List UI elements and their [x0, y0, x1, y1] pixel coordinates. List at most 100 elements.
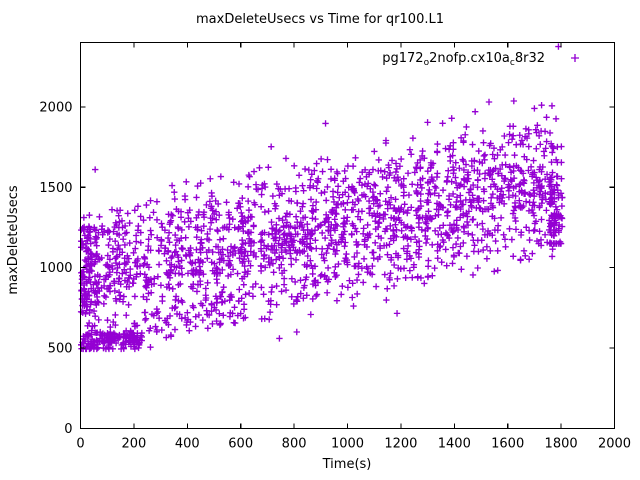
data-point: [537, 242, 545, 249]
data-point: [547, 199, 554, 207]
data-point: [127, 272, 134, 279]
data-point: [505, 187, 513, 195]
data-point: [424, 119, 431, 126]
data-point: [212, 243, 220, 250]
data-point: [506, 123, 514, 130]
data-point: [318, 229, 326, 237]
data-point: [432, 212, 439, 219]
data-point: [267, 301, 274, 308]
data-point: [239, 213, 246, 220]
data-point: [450, 139, 457, 146]
data-point: [176, 311, 183, 318]
data-point: [269, 192, 277, 200]
data-point: [387, 222, 394, 230]
data-point: [125, 301, 132, 309]
data-point: [370, 249, 377, 256]
data-point: [327, 226, 334, 234]
data-point: [506, 183, 513, 190]
data-point: [155, 247, 162, 254]
data-point: [116, 261, 123, 268]
data-point: [297, 290, 304, 297]
data-point: [404, 170, 412, 177]
data-point: [238, 236, 246, 244]
data-point: [391, 204, 398, 212]
data-point: [460, 224, 468, 231]
data-point: [480, 152, 488, 160]
data-point: [558, 143, 565, 150]
data-point: [152, 323, 159, 330]
data-point: [278, 288, 285, 295]
data-point: [344, 261, 351, 268]
data-point: [517, 180, 524, 188]
data-point: [183, 318, 191, 326]
data-point: [480, 197, 487, 204]
data-point: [169, 212, 176, 219]
data-point: [282, 213, 289, 220]
data-point: [261, 229, 268, 236]
data-point: [492, 237, 499, 245]
data-point: [117, 292, 124, 299]
data-point: [351, 253, 358, 261]
data-point: [229, 266, 237, 273]
data-point: [445, 146, 453, 153]
data-point: [553, 182, 561, 189]
data-point: [304, 252, 311, 260]
data-point: [463, 123, 470, 131]
data-point: [450, 252, 458, 259]
data-point: [306, 184, 314, 191]
data-point: [106, 235, 113, 243]
data-point: [368, 271, 376, 278]
data-point: [381, 168, 388, 175]
data-point: [403, 256, 411, 263]
data-point: [449, 190, 457, 198]
data-point: [167, 331, 175, 339]
x-tick-label: 1400: [438, 437, 471, 452]
data-point: [428, 173, 435, 181]
data-point: [104, 263, 112, 270]
data-point: [558, 194, 566, 201]
data-point: [490, 144, 498, 152]
data-point: [555, 210, 562, 218]
data-point: [460, 239, 467, 247]
data-point: [204, 311, 211, 318]
data-point: [536, 191, 543, 198]
data-point: [506, 225, 513, 232]
data-point: [212, 306, 220, 314]
data-point: [386, 169, 394, 177]
data-point: [111, 287, 119, 295]
data-point: [530, 157, 537, 164]
data-point: [460, 157, 467, 165]
data-point: [311, 277, 318, 285]
data-point: [376, 202, 384, 209]
data-point: [207, 175, 214, 182]
data-point: [452, 179, 460, 187]
data-point: [194, 226, 201, 233]
data-point: [91, 299, 99, 306]
data-point: [113, 297, 120, 305]
data-point: [145, 236, 152, 243]
data-point: [330, 224, 337, 232]
data-point: [282, 222, 290, 229]
data-point: [122, 269, 130, 276]
data-point: [144, 278, 151, 285]
data-point: [83, 248, 90, 255]
data-point: [91, 224, 98, 231]
data-point: [487, 166, 494, 174]
data-point: [341, 220, 349, 228]
data-point: [392, 177, 400, 184]
data-point: [457, 192, 464, 199]
data-point: [113, 207, 121, 214]
data-point: [241, 262, 248, 270]
data-point: [357, 216, 364, 223]
data-point: [115, 212, 122, 219]
data-point: [171, 326, 179, 333]
data-point: [292, 184, 299, 192]
data-point: [432, 184, 440, 192]
data-point: [213, 264, 220, 272]
data-point: [416, 156, 424, 164]
data-point: [333, 247, 341, 254]
data-point: [235, 297, 242, 305]
data-point: [107, 328, 114, 336]
data-point: [502, 161, 509, 168]
